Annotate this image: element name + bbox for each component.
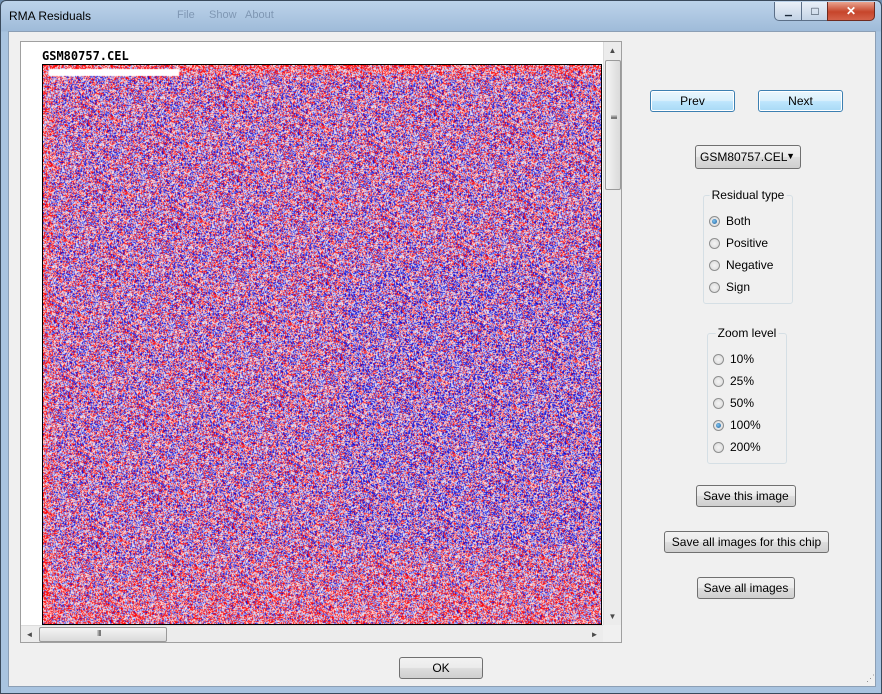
save-this-image-button[interactable]: Save this image — [696, 485, 796, 507]
scrollbar-corner — [603, 625, 621, 642]
chip-select-value: GSM80757.CEL — [700, 150, 788, 164]
radio-zoom-200[interactable]: 200% — [713, 439, 761, 455]
title-bar[interactable]: RMA Residuals File Show About ▁ □ ✕ — [1, 1, 881, 31]
vertical-scrollbar[interactable]: ▲ III ▼ — [603, 42, 621, 625]
vertical-scroll-thumb[interactable]: III — [605, 60, 621, 190]
radio-zoom-50[interactable]: 50% — [713, 395, 754, 411]
radio-label: 100% — [730, 418, 761, 432]
residual-type-group: Residual type Both Positive Negative Sig… — [703, 188, 793, 304]
scroll-right-arrow-icon[interactable]: ► — [590, 630, 599, 639]
chip-select-dropdown[interactable]: GSM80757.CEL ▼ — [695, 145, 801, 169]
minimize-icon: ▁ — [785, 5, 792, 16]
horizontal-scroll-thumb[interactable]: III — [39, 627, 167, 642]
radio-label: Sign — [726, 280, 751, 294]
scroll-up-arrow-icon[interactable]: ▲ — [608, 46, 617, 55]
background-menu-file: File — [177, 9, 195, 21]
radio-residual-negative[interactable]: Negative — [709, 257, 773, 273]
radio-label: 10% — [730, 352, 755, 366]
radio-selected-icon — [709, 215, 720, 227]
background-menu-show: Show — [209, 9, 237, 21]
radio-icon — [713, 375, 724, 387]
radio-zoom-10[interactable]: 10% — [713, 351, 754, 367]
maximize-button[interactable]: □ — [801, 2, 829, 21]
radio-label: Negative — [726, 258, 774, 272]
scroll-left-arrow-icon[interactable]: ◄ — [25, 630, 34, 639]
save-all-images-button[interactable]: Save all images — [697, 577, 795, 599]
chevron-down-icon: ▼ — [786, 151, 795, 161]
radio-zoom-100[interactable]: 100% — [713, 417, 761, 433]
scroll-down-arrow-icon[interactable]: ▼ — [608, 612, 617, 621]
radio-selected-icon — [713, 419, 724, 431]
radio-residual-both[interactable]: Both — [709, 213, 751, 229]
radio-label: Positive — [726, 236, 769, 250]
radio-label: 25% — [730, 374, 755, 388]
background-menu-about: About — [245, 9, 274, 21]
minimize-button[interactable]: ▁ — [774, 2, 803, 21]
maximize-icon: □ — [811, 4, 819, 18]
radio-zoom-25[interactable]: 25% — [713, 373, 754, 389]
residual-image-viewport[interactable]: GSM80757.CEL ▲ III ▼ ◄ III ► — [20, 41, 622, 643]
vertical-grip-icon: III — [609, 115, 618, 119]
horizontal-grip-icon: III — [97, 629, 102, 638]
residual-heatmap — [42, 64, 602, 625]
radio-icon — [713, 441, 724, 453]
radio-icon — [713, 397, 724, 409]
radio-icon — [709, 281, 720, 293]
radio-icon — [709, 259, 720, 271]
next-button[interactable]: Next — [758, 90, 843, 112]
radio-icon — [709, 237, 720, 249]
radio-icon — [713, 353, 724, 365]
zoom-level-title: Zoom level — [715, 326, 779, 340]
residual-type-title: Residual type — [709, 188, 787, 202]
save-all-images-for-chip-button[interactable]: Save all images for this chip — [664, 531, 829, 553]
radio-label: 50% — [730, 396, 755, 410]
close-button[interactable]: ✕ — [827, 2, 875, 21]
radio-label: 200% — [730, 440, 761, 454]
radio-label: Both — [726, 214, 751, 228]
ok-button[interactable]: OK — [399, 657, 483, 679]
radio-residual-sign[interactable]: Sign — [709, 279, 750, 295]
radio-residual-positive[interactable]: Positive — [709, 235, 768, 251]
image-file-label: GSM80757.CEL — [42, 49, 129, 63]
close-icon: ✕ — [845, 4, 857, 18]
prev-button[interactable]: Prev — [650, 90, 735, 112]
window-title: RMA Residuals — [9, 9, 92, 23]
dialog-body: GSM80757.CEL ▲ III ▼ ◄ III ► Prev Next G… — [8, 31, 876, 687]
zoom-level-group: Zoom level 10% 25% 50% 100% 200% — [707, 326, 787, 464]
resize-grip-icon[interactable]: ⋰ — [866, 673, 875, 683]
horizontal-scrollbar[interactable]: ◄ III ► — [21, 625, 603, 642]
